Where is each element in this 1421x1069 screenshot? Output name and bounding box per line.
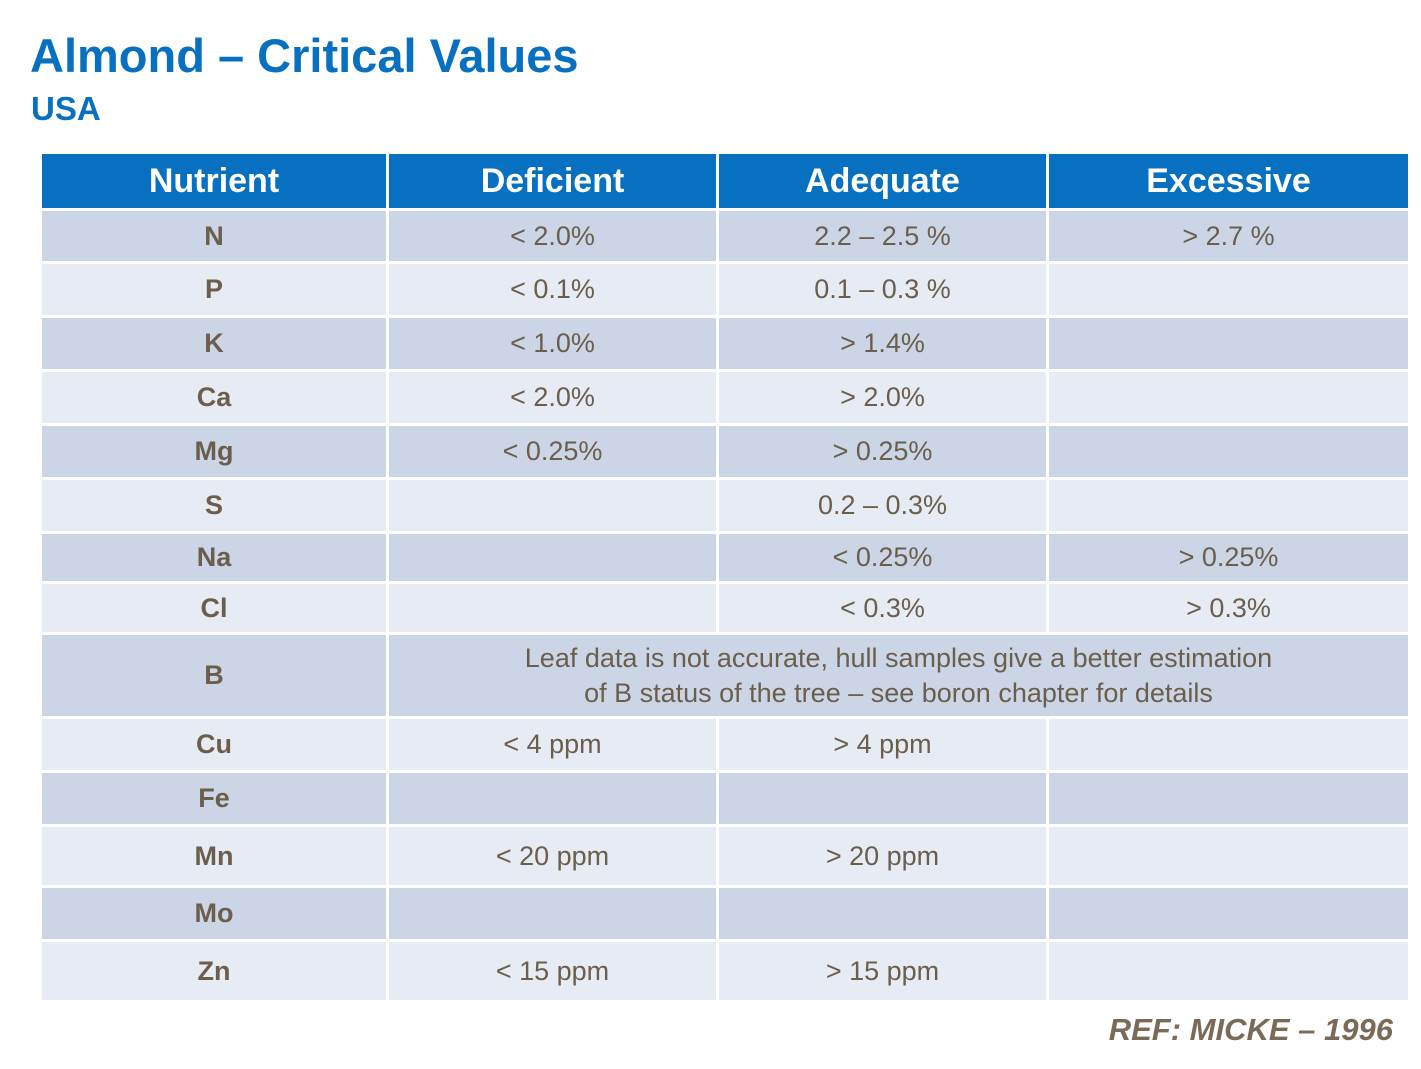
nutrient-cell: Mg <box>39 423 389 480</box>
table-row: B Leaf data is not accurate, hull sample… <box>39 632 1411 719</box>
adequate-cell: < 0.25% <box>716 531 1049 584</box>
reference-citation: REF: MICKE – 1996 <box>1108 1012 1393 1047</box>
excessive-cell <box>1046 716 1411 773</box>
table-row: Mo <box>39 885 1411 942</box>
nutrient-cell: Zn <box>39 939 389 1003</box>
nutrient-cell: S <box>39 477 389 534</box>
deficient-cell: < 20 ppm <box>386 824 719 888</box>
excessive-cell <box>1046 315 1411 372</box>
boron-note-cell: Leaf data is not accurate, hull samples … <box>386 632 1411 719</box>
deficient-cell <box>386 770 719 827</box>
excessive-cell <box>1046 477 1411 534</box>
table-row: Cl < 0.3% > 0.3% <box>39 581 1411 635</box>
nutrient-cell: Ca <box>39 369 389 426</box>
table-row: K < 1.0% > 1.4% <box>39 315 1411 372</box>
nutrient-cell: Cu <box>39 716 389 773</box>
nutrient-cell: Fe <box>39 770 389 827</box>
table-row: P < 0.1% 0.1 – 0.3 % <box>39 261 1411 318</box>
header-nutrient: Nutrient <box>39 151 389 211</box>
nutrient-cell: P <box>39 261 389 318</box>
excessive-cell <box>1046 824 1411 888</box>
adequate-cell: < 0.3% <box>716 581 1049 635</box>
table-row: Mn < 20 ppm > 20 ppm <box>39 824 1411 888</box>
excessive-cell <box>1046 423 1411 480</box>
excessive-cell <box>1046 939 1411 1003</box>
header-excessive: Excessive <box>1046 151 1411 211</box>
adequate-cell: > 20 ppm <box>716 824 1049 888</box>
table-row: Zn < 15 ppm > 15 ppm <box>39 939 1411 1003</box>
table-header-row: Nutrient Deficient Adequate Excessive <box>39 151 1411 211</box>
excessive-cell <box>1046 369 1411 426</box>
adequate-cell: > 15 ppm <box>716 939 1049 1003</box>
adequate-cell: 0.1 – 0.3 % <box>716 261 1049 318</box>
adequate-cell: 0.2 – 0.3% <box>716 477 1049 534</box>
deficient-cell: < 15 ppm <box>386 939 719 1003</box>
deficient-cell: < 2.0% <box>386 369 719 426</box>
excessive-cell: > 0.3% <box>1046 581 1411 635</box>
nutrient-cell: N <box>39 208 389 264</box>
adequate-cell: > 1.4% <box>716 315 1049 372</box>
table-row: Na < 0.25% > 0.25% <box>39 531 1411 584</box>
header-deficient: Deficient <box>386 151 719 211</box>
excessive-cell: > 2.7 % <box>1046 208 1411 264</box>
adequate-cell <box>716 770 1049 827</box>
header-adequate: Adequate <box>716 151 1049 211</box>
adequate-cell: > 4 ppm <box>716 716 1049 773</box>
nutrient-cell: Mn <box>39 824 389 888</box>
nutrient-cell: Na <box>39 531 389 584</box>
deficient-cell: < 0.25% <box>386 423 719 480</box>
page-title: Almond – Critical Values <box>30 29 579 82</box>
deficient-cell <box>386 581 719 635</box>
critical-values-table: Nutrient Deficient Adequate Excessive N … <box>39 151 1411 1003</box>
nutrient-cell: Cl <box>39 581 389 635</box>
table-row: N < 2.0% 2.2 – 2.5 % > 2.7 % <box>39 208 1411 264</box>
boron-note-line: Leaf data is not accurate, hull samples … <box>524 642 1273 673</box>
nutrient-cell: B <box>39 632 389 719</box>
adequate-cell <box>716 885 1049 942</box>
deficient-cell: < 2.0% <box>386 208 719 264</box>
adequate-cell: > 0.25% <box>716 423 1049 480</box>
table-row: Fe <box>39 770 1411 827</box>
adequate-cell: 2.2 – 2.5 % <box>716 208 1049 264</box>
table-row: Mg < 0.25% > 0.25% <box>39 423 1411 480</box>
excessive-cell: > 0.25% <box>1046 531 1411 584</box>
excessive-cell <box>1046 261 1411 318</box>
excessive-cell <box>1046 885 1411 942</box>
deficient-cell <box>386 477 719 534</box>
table-row: Cu < 4 ppm > 4 ppm <box>39 716 1411 773</box>
deficient-cell: < 0.1% <box>386 261 719 318</box>
deficient-cell <box>386 531 719 584</box>
deficient-cell: < 4 ppm <box>386 716 719 773</box>
deficient-cell <box>386 885 719 942</box>
table-row: Ca < 2.0% > 2.0% <box>39 369 1411 426</box>
deficient-cell: < 1.0% <box>386 315 719 372</box>
excessive-cell <box>1046 770 1411 827</box>
nutrient-cell: K <box>39 315 389 372</box>
adequate-cell: > 2.0% <box>716 369 1049 426</box>
page-subtitle: USA <box>31 90 101 127</box>
nutrient-cell: Mo <box>39 885 389 942</box>
boron-note-line: of B status of the tree – see boron chap… <box>584 677 1213 708</box>
table-row: S 0.2 – 0.3% <box>39 477 1411 534</box>
